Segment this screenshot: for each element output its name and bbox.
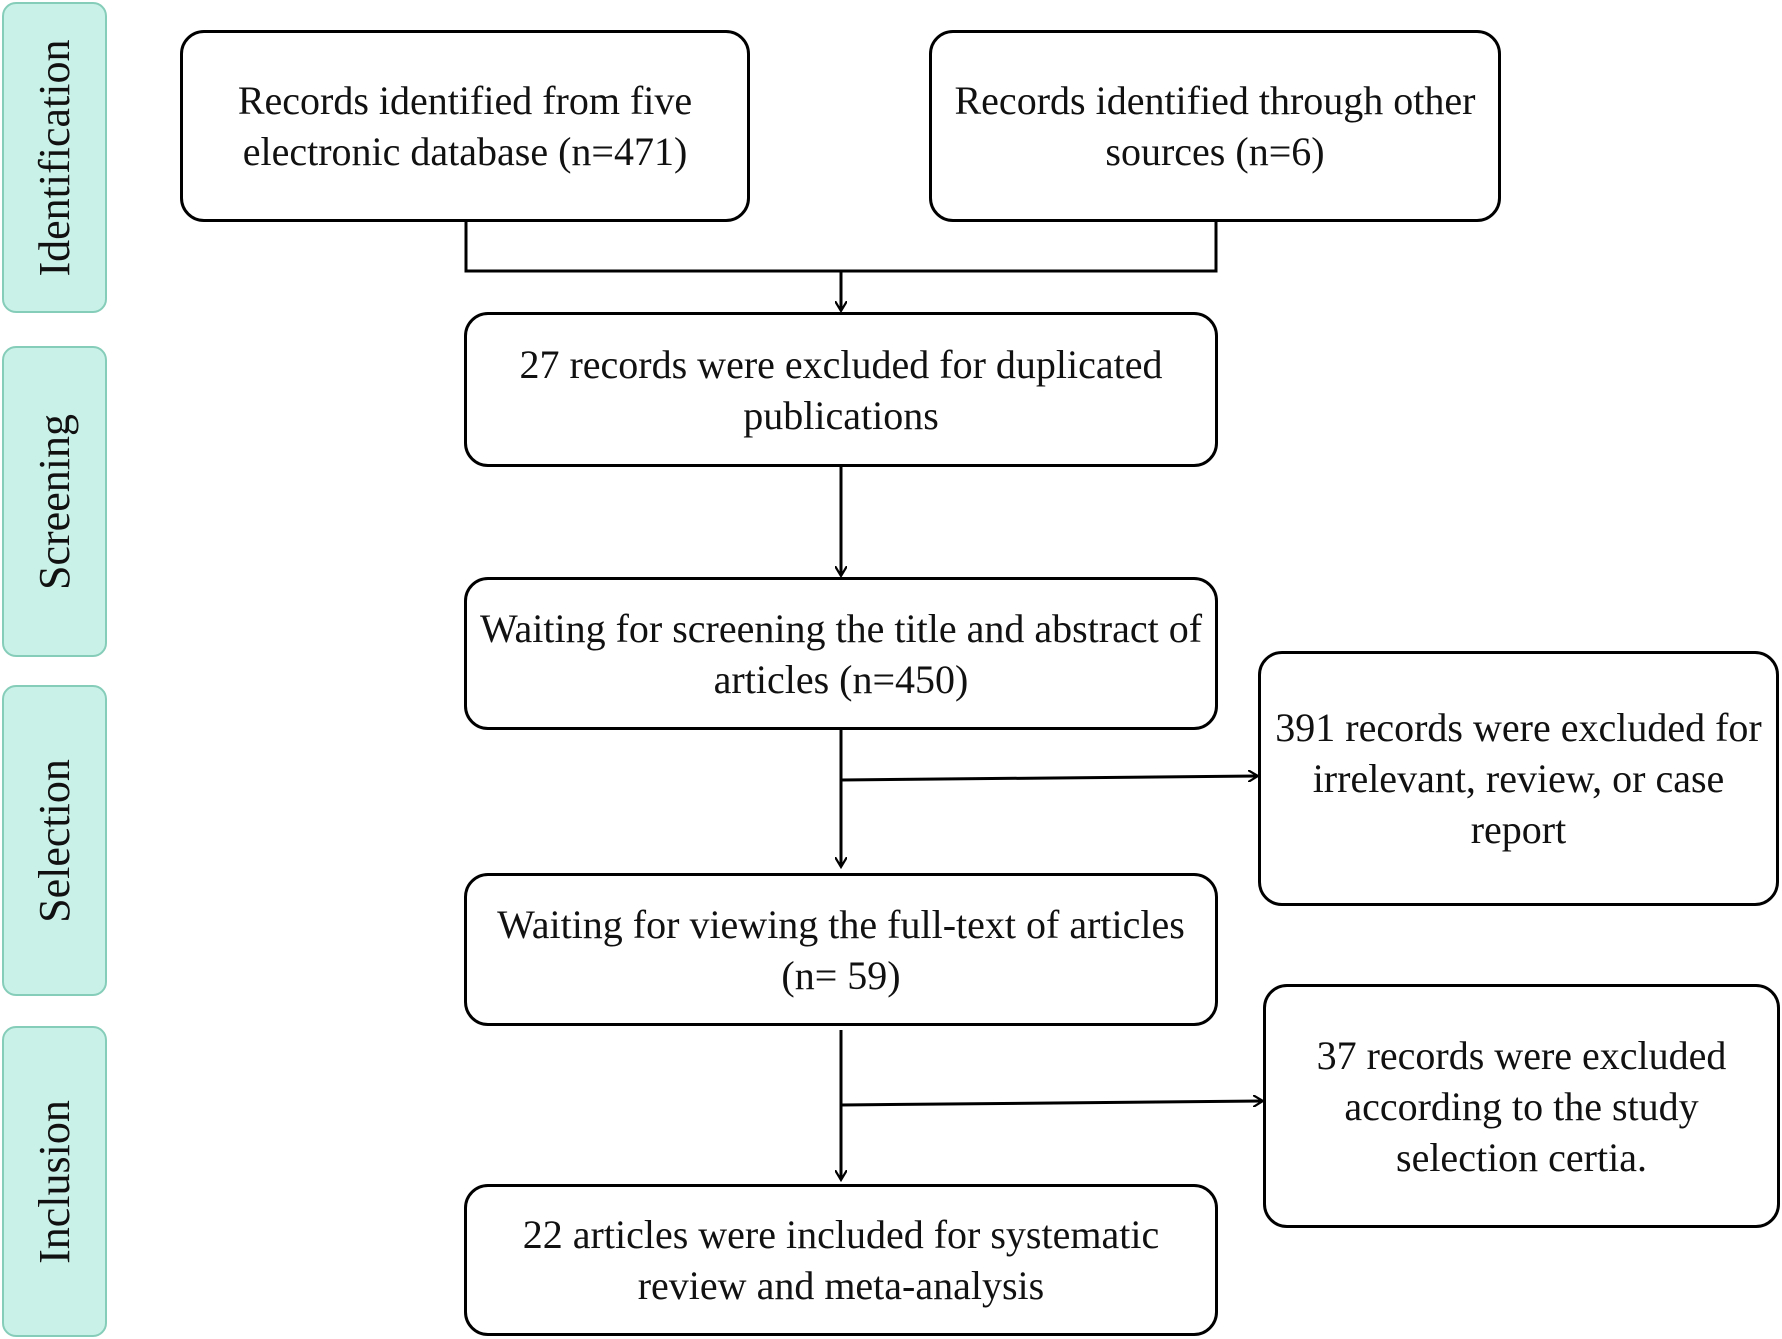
stage-inclusion: Inclusion (2, 1026, 107, 1337)
box-criteria-excluded: 37 records were excluded according to th… (1263, 984, 1780, 1228)
box-duplicates-excluded: 27 records were excluded for duplicated … (464, 312, 1218, 467)
box-database-records: Records identified from five electronic … (180, 30, 750, 222)
merge-connector (464, 221, 1218, 273)
box-full-text-review-text: Waiting for viewing the full-text of art… (497, 901, 1185, 998)
box-irrelevant-excluded-text: 391 records were excluded for irrelevant… (1275, 705, 1762, 852)
box-included-text: 22 articles were included for systematic… (522, 1212, 1160, 1308)
stage-selection: Selection (2, 685, 107, 996)
box-other-sources-text: Records identified through other sources… (954, 78, 1476, 174)
stage-identification: Identification (2, 2, 107, 313)
arrow-to-criteria-excluded (840, 1101, 1262, 1105)
box-title-abstract-screening-text: Waiting for screening the title and abst… (479, 605, 1203, 702)
box-database-records-text: Records identified from five electronic … (237, 78, 693, 174)
box-duplicates-excluded-text: 27 records were excluded for duplicated … (519, 341, 1163, 438)
box-criteria-excluded-text: 37 records were excluded according to th… (1316, 1032, 1727, 1180)
box-other-sources: Records identified through other sources… (929, 30, 1501, 222)
box-title-abstract-screening: Waiting for screening the title and abst… (464, 577, 1218, 730)
arrow-to-irrelevant-excluded (840, 776, 1257, 780)
box-included: 22 articles were included for systematic… (464, 1184, 1218, 1336)
box-full-text-review: Waiting for viewing the full-text of art… (464, 873, 1218, 1026)
box-irrelevant-excluded: 391 records were excluded for irrelevant… (1258, 651, 1779, 906)
stage-screening: Screening (2, 346, 107, 657)
